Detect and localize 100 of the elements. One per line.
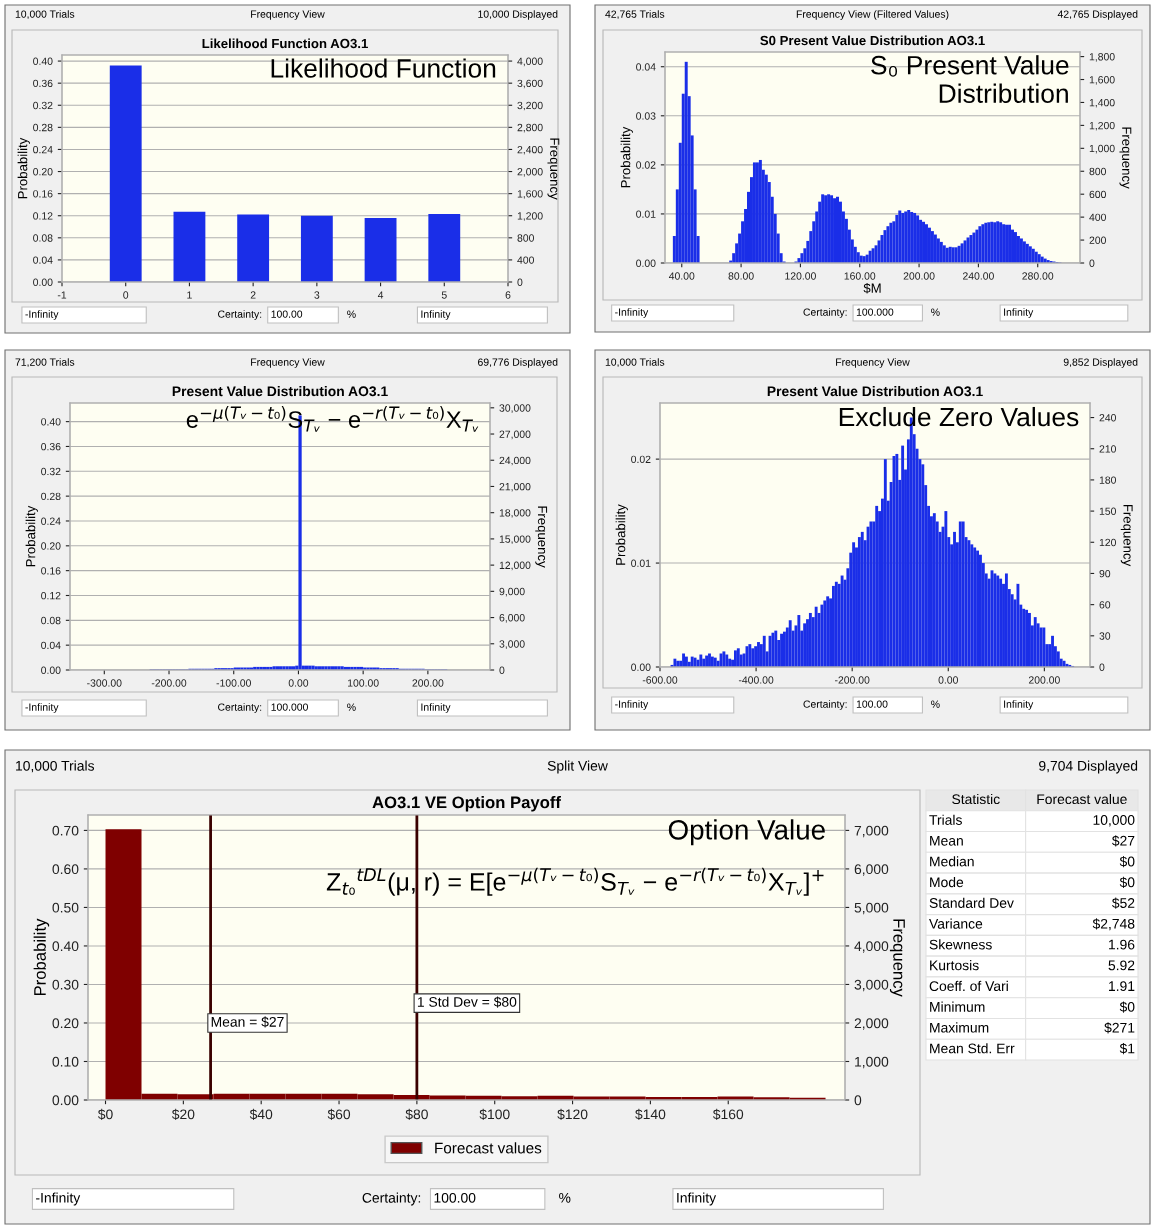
annotation: Likelihood Function xyxy=(271,58,496,78)
x-tick-label: -600.00 xyxy=(642,676,678,684)
text: 10,000 Trials xyxy=(605,358,665,368)
y2-tick-label: 2,400 xyxy=(517,145,543,155)
y2-tick-label: 0 xyxy=(854,1095,862,1106)
text: -Infinity xyxy=(25,703,59,713)
y2-axis-title: Frequency xyxy=(889,919,905,997)
y2-tick-label: 18,000 xyxy=(499,509,531,518)
y2-tick-label: 1,600 xyxy=(517,190,543,199)
y-axis-title: Probability xyxy=(17,137,30,199)
y2-tick-label: 30 xyxy=(1099,632,1111,640)
y-tick-label: 0.12 xyxy=(41,591,61,600)
x-tick-label: $160 xyxy=(712,1108,744,1121)
chart-title: Present Value Distribution AO3.1 xyxy=(172,385,388,397)
text: % xyxy=(931,308,940,316)
y2-tick-label: 800 xyxy=(517,234,534,242)
y-tick-label: 0.24 xyxy=(33,145,53,154)
y-tick-label: 0.36 xyxy=(41,442,61,451)
y2-tick-label: 600 xyxy=(1089,190,1106,199)
text: Infinity xyxy=(1004,308,1034,318)
annotation: Option Value xyxy=(668,819,825,846)
y2-tick-label: 1,000 xyxy=(1089,144,1115,154)
y2-tick-label: 1,600 xyxy=(1089,76,1115,85)
y2-tick-label: 7,000 xyxy=(854,825,889,838)
x-tick-label: 2 xyxy=(250,291,256,299)
y2-axis-title: Frequency xyxy=(547,138,560,200)
x-tick-label: $140 xyxy=(635,1108,666,1121)
y-tick-label: 0.50 xyxy=(52,902,79,913)
y-tick-label: 0.04 xyxy=(636,63,656,71)
x-tick-label: $20 xyxy=(171,1108,195,1121)
y2-tick-label: 200 xyxy=(1089,236,1106,244)
text: Maximum xyxy=(930,1022,989,1033)
text: Certainty: xyxy=(803,700,847,710)
x-tick-label: 280.00 xyxy=(1022,272,1054,280)
text: Mode xyxy=(930,876,964,888)
text: % xyxy=(559,1192,571,1203)
x-tick-label: 3 xyxy=(314,291,320,299)
y-tick-label: 0.04 xyxy=(41,641,61,650)
x-tick-label: 5 xyxy=(441,291,447,299)
x-tick-label: 240.00 xyxy=(963,272,994,280)
text: Frequency View xyxy=(836,358,910,368)
y-tick-label: 0.24 xyxy=(41,517,61,525)
x-tick-label: -300.00 xyxy=(87,679,122,687)
text: $2,748 xyxy=(1092,918,1135,931)
y2-tick-label: 1,200 xyxy=(1089,121,1115,131)
text: Frequency View (Filtered Values) xyxy=(796,10,949,20)
y-axis-title: Probability xyxy=(615,504,628,565)
y2-tick-label: 2,000 xyxy=(854,1018,889,1030)
y-tick-label: 0.70 xyxy=(52,825,79,836)
x-axis-title: $M xyxy=(863,282,881,294)
y-tick-label: 0.01 xyxy=(636,210,656,218)
x-tick-label: 80.00 xyxy=(728,272,754,280)
text: Infinity xyxy=(421,310,451,320)
text: 5.92 xyxy=(1108,960,1135,971)
y2-tick-label: 3,000 xyxy=(499,640,525,649)
chart-title: AO3.1 VE Option Payoff xyxy=(372,795,561,812)
y-tick-label: 0.12 xyxy=(33,212,53,220)
y-axis-title: Probability xyxy=(33,918,50,996)
text: -Infinity xyxy=(36,1192,81,1206)
text: 10,000 xyxy=(1093,815,1135,827)
y-tick-label: 0.28 xyxy=(41,492,61,501)
y-tick-label: 0.10 xyxy=(52,1056,79,1067)
text: Frequency View xyxy=(251,358,325,368)
y2-tick-label: 3,000 xyxy=(854,979,889,992)
y-tick-label: 0.08 xyxy=(41,616,61,625)
y-tick-label: 0.32 xyxy=(41,467,61,476)
text: -Infinity xyxy=(615,700,649,710)
y-tick-label: 0.20 xyxy=(41,542,61,550)
y-tick-label: 0.20 xyxy=(52,1018,79,1029)
text: % xyxy=(347,310,356,318)
y-tick-label: 0.00 xyxy=(52,1095,79,1106)
y2-tick-label: 90 xyxy=(1099,569,1111,578)
x-tick-label: 100.00 xyxy=(348,679,379,687)
y2-tick-label: 2,000 xyxy=(517,168,543,177)
text: Infinity xyxy=(421,703,451,713)
x-tick-label: 160.00 xyxy=(844,272,876,280)
x-tick-label: 200.00 xyxy=(412,679,444,687)
y-tick-label: 0.00 xyxy=(41,666,61,674)
text: 10,000 Trials xyxy=(16,760,95,773)
chart-title: Likelihood Function AO3.1 xyxy=(202,38,368,49)
y2-tick-label: 1,800 xyxy=(1089,53,1115,62)
y-tick-label: 0.02 xyxy=(631,455,651,463)
text: Certainty: xyxy=(218,703,262,713)
text: $52 xyxy=(1111,897,1135,909)
y-tick-label: 0.30 xyxy=(52,979,79,990)
y2-tick-label: 21,000 xyxy=(499,482,531,492)
y-tick-label: 0.08 xyxy=(33,234,53,242)
y-tick-label: 0.02 xyxy=(636,161,656,169)
text: 1.96 xyxy=(1109,939,1135,950)
y-tick-label: 0.32 xyxy=(33,101,53,110)
text: $0 xyxy=(1119,856,1135,868)
y2-axis-title: Frequency xyxy=(535,506,548,568)
text: Skewness xyxy=(929,939,992,950)
x-tick-label: -400.00 xyxy=(738,676,774,684)
text: 10,000 Trials xyxy=(15,10,75,20)
text: $0 xyxy=(1119,876,1135,889)
text: 71,200 Trials xyxy=(15,358,75,368)
y2-tick-label: 0 xyxy=(1099,663,1105,671)
text: 100.00 xyxy=(434,1192,476,1203)
y2-tick-label: 5,000 xyxy=(854,902,889,915)
